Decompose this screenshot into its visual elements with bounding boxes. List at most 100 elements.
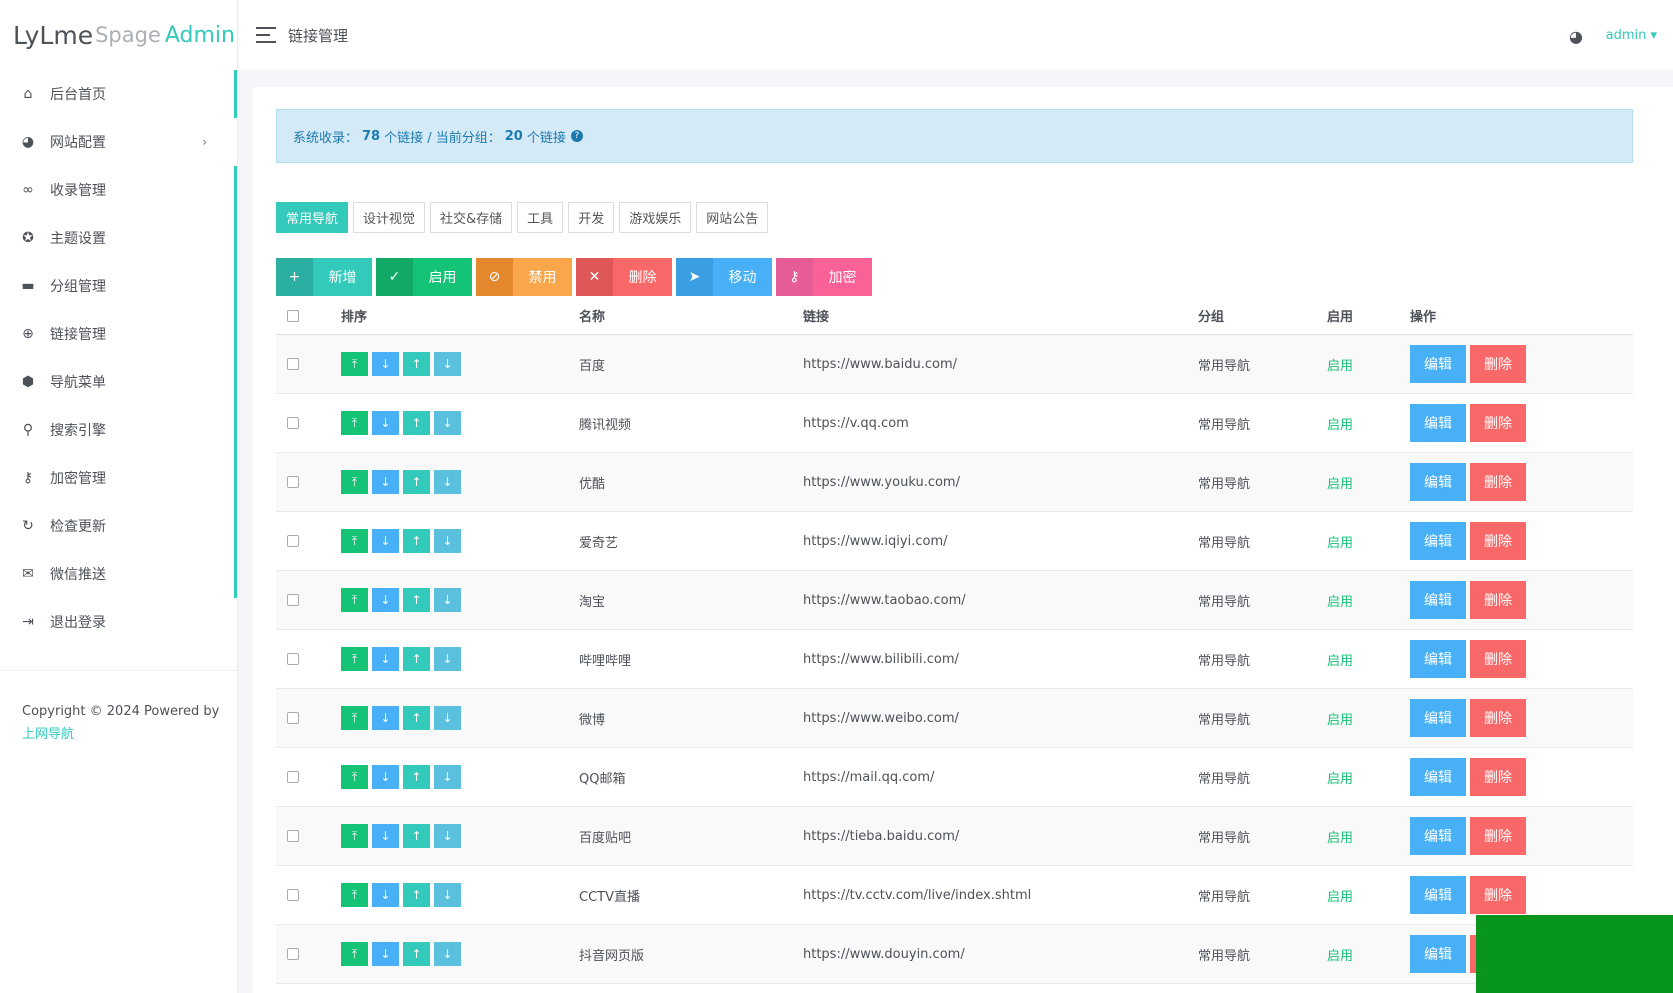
help-icon[interactable]: ? [570,130,583,142]
move-up-icon[interactable]: ↑ [403,706,430,730]
edit-button[interactable]: 编辑 [1410,817,1466,855]
move-up-icon[interactable]: ↑ [403,824,430,848]
menu-toggle-icon[interactable] [256,27,276,43]
move-up-icon[interactable]: ↑ [403,765,430,789]
row-checkbox[interactable] [287,653,299,665]
edit-button[interactable]: 编辑 [1410,581,1466,619]
move-bottom-icon[interactable]: ↓ [372,883,399,907]
sidebar-item-8[interactable]: ⚷ 加密管理 [0,454,237,502]
action-button-0[interactable]: + 新增 [276,258,372,296]
sidebar-item-3[interactable]: ✪ 主题设置 [0,214,237,262]
tab-0[interactable]: 常用导航 [276,202,349,233]
move-down-icon[interactable]: ↓ [434,647,461,671]
move-up-icon[interactable]: ↑ [403,352,430,376]
user-dropdown[interactable]: admin ▾ [1605,28,1657,43]
edit-button[interactable]: 编辑 [1410,640,1466,678]
delete-button[interactable]: 删除 [1470,876,1526,914]
move-up-icon[interactable]: ↑ [403,411,430,435]
action-button-4[interactable]: ➤ 移动 [676,258,772,296]
delete-button[interactable]: 删除 [1470,758,1526,796]
sidebar-item-7[interactable]: ⚲ 搜索引擎 [0,406,237,454]
move-up-icon[interactable]: ↑ [403,647,430,671]
row-checkbox[interactable] [287,358,299,370]
delete-button[interactable]: 删除 [1470,817,1526,855]
move-bottom-icon[interactable]: ↓ [372,588,399,612]
action-button-2[interactable]: ⊘ 禁用 [476,258,572,296]
edit-button[interactable]: 编辑 [1410,404,1466,442]
sidebar-item-9[interactable]: ↻ 检查更新 [0,502,237,550]
sidebar-item-0[interactable]: ⌂ 后台首页 [0,70,237,118]
action-button-3[interactable]: ✕ 删除 [576,258,672,296]
move-bottom-icon[interactable]: ↓ [372,765,399,789]
row-checkbox[interactable] [287,889,299,901]
move-bottom-icon[interactable]: ↓ [372,824,399,848]
tab-1[interactable]: 设计视觉 [353,202,426,233]
row-checkbox[interactable] [287,535,299,547]
tab-3[interactable]: 工具 [517,202,564,233]
edit-button[interactable]: 编辑 [1410,463,1466,501]
edit-button[interactable]: 编辑 [1410,876,1466,914]
edit-button[interactable]: 编辑 [1410,758,1466,796]
move-down-icon[interactable]: ↓ [434,529,461,553]
move-top-icon[interactable]: ⤒ [341,647,368,671]
delete-button[interactable]: 删除 [1470,640,1526,678]
move-down-icon[interactable]: ↓ [434,411,461,435]
action-button-5[interactable]: ⚷ 加密 [776,258,872,296]
select-all-checkbox[interactable] [287,309,299,322]
sidebar-item-6[interactable]: ⬢ 导航菜单 [0,358,237,406]
move-top-icon[interactable]: ⤒ [341,706,368,730]
sidebar-item-10[interactable]: ✉ 微信推送 [0,550,237,598]
logo[interactable]: LyLme Spage Admin [0,0,237,70]
move-bottom-icon[interactable]: ↓ [372,706,399,730]
tab-4[interactable]: 开发 [568,202,615,233]
delete-button[interactable]: 删除 [1470,404,1526,442]
sidebar-item-4[interactable]: ▬ 分组管理 [0,262,237,310]
move-up-icon[interactable]: ↑ [403,883,430,907]
move-bottom-icon[interactable]: ↓ [372,470,399,494]
move-down-icon[interactable]: ↓ [434,765,461,789]
delete-button[interactable]: 删除 [1470,463,1526,501]
delete-button[interactable]: 删除 [1470,345,1526,383]
palette-icon[interactable]: ◕ [1569,27,1583,46]
delete-button[interactable]: 删除 [1470,699,1526,737]
tab-2[interactable]: 社交&存储 [430,202,513,233]
move-bottom-icon[interactable]: ↓ [372,647,399,671]
row-checkbox[interactable] [287,594,299,606]
tab-6[interactable]: 网站公告 [696,202,769,233]
action-button-1[interactable]: ✓ 启用 [376,258,472,296]
row-checkbox[interactable] [287,476,299,488]
move-top-icon[interactable]: ⤒ [341,529,368,553]
move-bottom-icon[interactable]: ↓ [372,411,399,435]
move-down-icon[interactable]: ↓ [434,352,461,376]
move-top-icon[interactable]: ⤒ [341,942,368,966]
sidebar-item-11[interactable]: ⇥ 退出登录 [0,598,237,646]
move-up-icon[interactable]: ↑ [403,470,430,494]
edit-button[interactable]: 编辑 [1410,935,1466,973]
delete-button[interactable]: 删除 [1470,522,1526,560]
move-top-icon[interactable]: ⤒ [341,352,368,376]
move-bottom-icon[interactable]: ↓ [372,352,399,376]
move-down-icon[interactable]: ↓ [434,824,461,848]
edit-button[interactable]: 编辑 [1410,522,1466,560]
sidebar-item-5[interactable]: ⊕ 链接管理 [0,310,237,358]
move-down-icon[interactable]: ↓ [434,942,461,966]
sidebar-item-2[interactable]: ∞ 收录管理 [0,166,237,214]
move-down-icon[interactable]: ↓ [434,883,461,907]
edit-button[interactable]: 编辑 [1410,345,1466,383]
edit-button[interactable]: 编辑 [1410,699,1466,737]
row-checkbox[interactable] [287,830,299,842]
copyright-link[interactable]: 上网导航 [22,727,75,742]
move-down-icon[interactable]: ↓ [434,588,461,612]
delete-button[interactable]: 删除 [1470,581,1526,619]
move-bottom-icon[interactable]: ↓ [372,529,399,553]
row-checkbox[interactable] [287,948,299,960]
move-top-icon[interactable]: ⤒ [341,588,368,612]
move-up-icon[interactable]: ↑ [403,942,430,966]
move-down-icon[interactable]: ↓ [434,706,461,730]
move-top-icon[interactable]: ⤒ [341,470,368,494]
tab-5[interactable]: 游戏娱乐 [619,202,692,233]
move-top-icon[interactable]: ⤒ [341,411,368,435]
move-up-icon[interactable]: ↑ [403,588,430,612]
row-checkbox[interactable] [287,771,299,783]
move-top-icon[interactable]: ⤒ [341,883,368,907]
